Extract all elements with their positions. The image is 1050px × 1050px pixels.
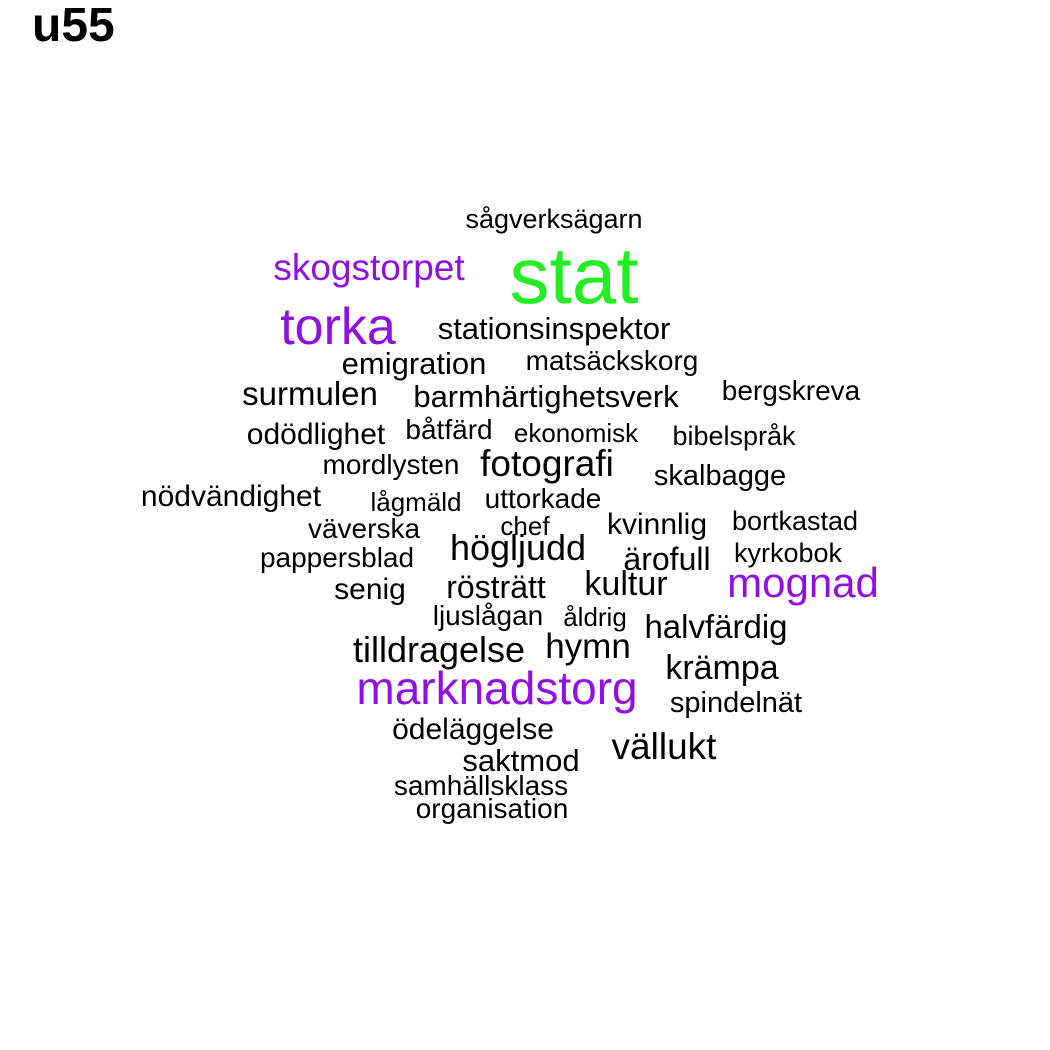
cloud-word-organisation: organisation bbox=[415, 792, 569, 824]
cloud-word-senig: senig bbox=[334, 573, 406, 606]
cloud-word-skalbagge: skalbagge bbox=[653, 459, 787, 492]
cloud-word-barmhartighetsverk: barmhärtighetsverk bbox=[413, 379, 679, 415]
cloud-word-surmulen: surmulen bbox=[242, 375, 378, 413]
cloud-word-stat: stat bbox=[509, 231, 639, 320]
cloud-word-saktmod: saktmod bbox=[462, 743, 580, 779]
page-title: u55 bbox=[32, 0, 115, 52]
cloud-word-kyrkobok: kyrkobok bbox=[733, 537, 843, 568]
cloud-word-lagmald: lågmäld bbox=[370, 486, 462, 517]
cloud-word-hymn: hymn bbox=[545, 626, 631, 666]
cloud-word-krampa: krämpa bbox=[665, 649, 779, 688]
cloud-word-bibelsprak: bibelspråk bbox=[672, 420, 796, 451]
cloud-word-ododlighet: odödlighet bbox=[246, 418, 386, 451]
cloud-word-aldrig: åldrig bbox=[563, 601, 627, 632]
cloud-word-torka: torka bbox=[280, 298, 396, 357]
cloud-word-halvfardig: halvfärdig bbox=[644, 608, 788, 646]
cloud-word-pappersblad: pappersblad bbox=[259, 541, 415, 573]
cloud-word-sagverksagarn: sågverksägarn bbox=[465, 203, 643, 234]
cloud-word-arofull: ärofull bbox=[623, 541, 711, 578]
cloud-word-chef: chef bbox=[500, 510, 550, 541]
cloud-word-kvinnlig: kvinnlig bbox=[606, 508, 708, 541]
cloud-word-emigration: emigration bbox=[341, 346, 487, 382]
cloud-word-nodvandighet: nödvändighet bbox=[140, 480, 322, 513]
cloud-word-batfard: båtfärd bbox=[405, 413, 493, 445]
cloud-word-fotografi: fotografi bbox=[480, 442, 614, 484]
cloud-word-spindelnat: spindelnät bbox=[669, 686, 803, 719]
cloud-word-ljuslagan: ljuslågan bbox=[432, 599, 544, 631]
cloud-word-mordlysten: mordlysten bbox=[322, 448, 460, 480]
cloud-word-samhallsklass: samhällsklass bbox=[393, 769, 569, 801]
cloud-word-marknadstorg: marknadstorg bbox=[356, 661, 638, 714]
cloud-word-ekonomisk: ekonomisk bbox=[513, 417, 639, 448]
cloud-word-odelaggelse: ödeläggelse bbox=[392, 713, 554, 746]
cloud-word-bortkastad: bortkastad bbox=[731, 505, 859, 536]
cloud-word-bergskreva: bergskreva bbox=[721, 374, 861, 406]
cloud-word-mognad: mognad bbox=[727, 559, 879, 607]
cloud-word-rostratt: rösträtt bbox=[446, 569, 546, 606]
cloud-word-stationsinspektor: stationsinspektor bbox=[437, 311, 671, 347]
cloud-word-kultur: kultur bbox=[584, 565, 668, 604]
cloud-word-uttorkade: uttorkade bbox=[484, 482, 602, 514]
cloud-word-matsackskorg: matsäckskorg bbox=[525, 344, 699, 376]
cloud-word-skogstorpet: skogstorpet bbox=[273, 246, 465, 288]
cloud-word-tilldragelse: tilldragelse bbox=[352, 628, 526, 670]
cloud-word-vaverska: väverska bbox=[307, 512, 421, 544]
cloud-word-hogljudd: högljudd bbox=[449, 526, 587, 568]
cloud-word-vallukt: vällukt bbox=[611, 725, 717, 767]
